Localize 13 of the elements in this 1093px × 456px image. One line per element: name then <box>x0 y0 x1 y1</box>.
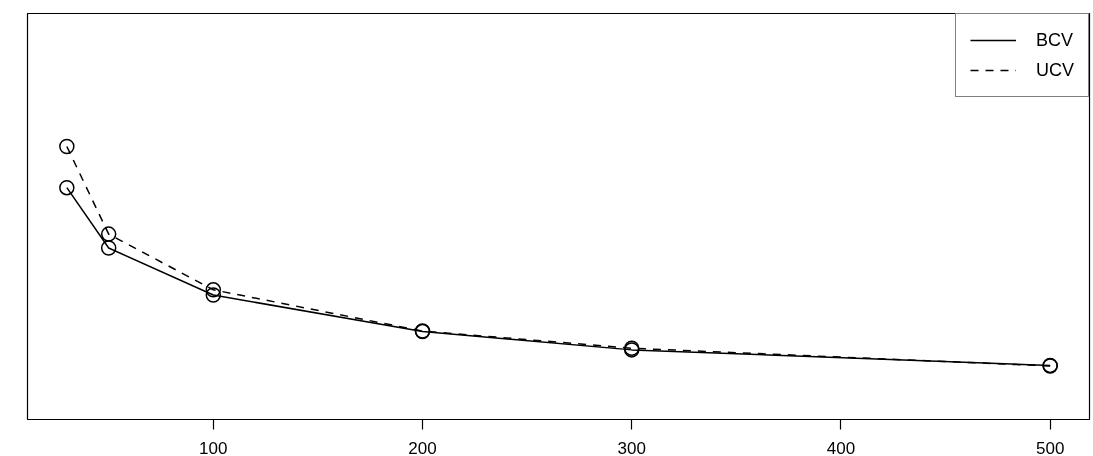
legend-label: UCV <box>1035 58 1074 82</box>
x-tick-label: 200 <box>408 438 437 456</box>
point <box>59 179 75 196</box>
x-tick-label: 300 <box>617 438 646 456</box>
point <box>205 287 222 303</box>
point <box>59 138 75 155</box>
x-tick-label: 500 <box>1035 438 1065 456</box>
legend-label: BCV <box>1035 28 1073 52</box>
point <box>205 282 222 298</box>
point <box>100 240 117 256</box>
x-tick-label: 400 <box>826 438 856 456</box>
point <box>100 226 117 242</box>
x-tick-label: 100 <box>199 438 228 456</box>
